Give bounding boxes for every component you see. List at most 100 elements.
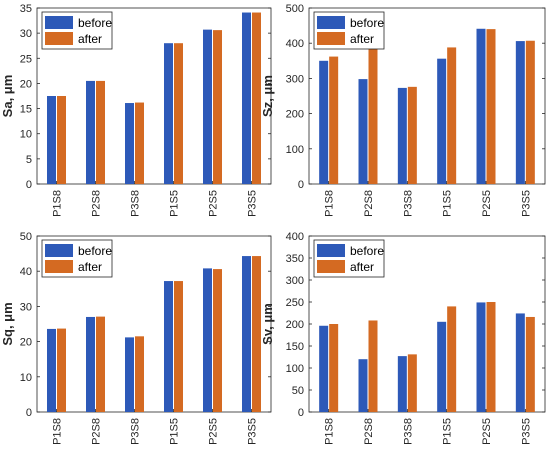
- y-tick-label: 250: [286, 297, 304, 309]
- legend-swatch-after: [317, 32, 345, 45]
- x-tick-label: P3S8: [130, 418, 142, 445]
- bar-after-P3S8: [407, 86, 417, 184]
- y-axis-label: Sv, μm: [260, 303, 275, 345]
- x-tick-label: P3S8: [402, 190, 414, 217]
- x-tick-label: P1S5: [442, 418, 454, 445]
- bar-after-P2S5: [213, 269, 222, 412]
- bar-before-P1S5: [437, 58, 447, 184]
- x-tick-label: P1S8: [324, 190, 336, 217]
- bar-before-P1S8: [319, 325, 329, 412]
- bar-before-P3S5: [242, 12, 251, 185]
- chart-panel-2: 0 100 200 300 400 500 Sz, μm P1S8 P2S8 P3S8 P1S5 P2…: [260, 3, 546, 217]
- bar-after-P3S8: [135, 336, 144, 412]
- y-tick-label: 40: [20, 266, 32, 278]
- legend-label-after: after: [78, 32, 102, 46]
- y-tick-label: 15: [20, 104, 32, 116]
- bar-before-P2S5: [203, 268, 212, 412]
- bar-before-P3S5: [242, 256, 251, 412]
- legend-swatch-after: [45, 260, 73, 273]
- bar-after-P2S5: [486, 29, 496, 185]
- bar-after-P1S5: [174, 43, 183, 185]
- x-tick-label: P2S5: [481, 190, 493, 217]
- bar-before-P1S8: [47, 328, 56, 412]
- y-axis-label: Sq, μm: [0, 302, 15, 345]
- bar-after-P1S8: [329, 56, 339, 184]
- legend: before after: [41, 11, 113, 50]
- chart-panel-1: 0 5 10 15 20 25 30 35 Sa, μm P1S8 P2S8 P3S8 P1S5 P2S5…: [0, 3, 272, 217]
- chart-panel-3: 0 10 20 30 40 50 Sq, μm P1S8 P2S8 P3S8 P1S5 P2S5 P3S…: [0, 231, 272, 445]
- legend: before after: [313, 239, 385, 278]
- bar-after-P3S8: [135, 102, 144, 184]
- bar-before-P3S8: [125, 337, 134, 412]
- bar-before-P2S5: [476, 28, 486, 184]
- bar-after-P2S8: [368, 320, 378, 412]
- bar-after-P1S8: [57, 328, 66, 412]
- bar-before-P2S5: [476, 302, 486, 412]
- y-tick-label: 400: [286, 231, 304, 243]
- legend-label-before: before: [350, 244, 384, 258]
- bar-after-P2S8: [96, 316, 105, 412]
- x-tick-label: P3S5: [520, 190, 532, 217]
- x-tick-label: P2S8: [363, 190, 375, 217]
- bar-before-P1S5: [437, 321, 447, 412]
- legend-label-before: before: [350, 16, 384, 30]
- y-tick-label: 400: [286, 38, 304, 50]
- y-tick-label: 150: [286, 341, 304, 353]
- bar-before-P3S8: [397, 87, 407, 184]
- bar-before-P2S8: [86, 316, 95, 412]
- y-tick-label: 30: [20, 301, 32, 313]
- legend-label-after: after: [350, 32, 374, 46]
- x-tick-label: P1S5: [169, 418, 181, 445]
- x-tick-label: P3S5: [247, 418, 259, 445]
- x-tick-label: P2S5: [208, 190, 220, 217]
- bar-before-P3S8: [397, 356, 407, 412]
- legend-swatch-after: [45, 32, 73, 45]
- y-tick-label: 0: [298, 179, 304, 191]
- bar-before-P1S5: [164, 281, 173, 412]
- legend-swatch-before: [317, 16, 345, 29]
- y-tick-label: 0: [26, 179, 32, 191]
- y-tick-label: 100: [286, 363, 304, 375]
- y-tick-label: 200: [286, 109, 304, 121]
- x-tick-label: P1S8: [324, 418, 336, 445]
- bar-after-P1S5: [447, 47, 457, 185]
- y-tick-label: 200: [286, 319, 304, 331]
- x-tick-label: P1S8: [52, 190, 64, 217]
- bar-before-P2S5: [203, 29, 212, 184]
- legend-label-before: before: [78, 244, 112, 258]
- legend-label-after: after: [350, 260, 374, 274]
- y-tick-label: 5: [26, 154, 32, 166]
- y-tick-label: 50: [292, 385, 304, 397]
- y-tick-label: 500: [286, 3, 304, 15]
- bar-after-P3S5: [252, 256, 261, 412]
- bar-before-P2S8: [358, 79, 368, 184]
- bar-before-P2S8: [358, 359, 368, 412]
- y-tick-label: 0: [26, 407, 32, 419]
- bar-before-P3S5: [515, 313, 525, 412]
- y-tick-label: 25: [20, 53, 32, 65]
- y-tick-label: 50: [20, 231, 32, 243]
- y-tick-label: 300: [286, 73, 304, 85]
- y-axis-label: Sz, μm: [260, 75, 275, 117]
- y-tick-label: 0: [298, 407, 304, 419]
- y-tick-label: 300: [286, 275, 304, 287]
- bar-before-P1S5: [164, 43, 173, 185]
- legend-swatch-before: [45, 16, 73, 29]
- y-tick-label: 350: [286, 253, 304, 265]
- legend-swatch-before: [317, 244, 345, 257]
- legend-swatch-before: [45, 244, 73, 257]
- x-tick-label: P2S8: [91, 190, 103, 217]
- legend-label-after: after: [78, 260, 102, 274]
- x-tick-label: P2S8: [363, 418, 375, 445]
- bar-after-P3S8: [407, 354, 417, 412]
- bar-after-P2S5: [486, 302, 496, 412]
- bar-after-P3S5: [252, 12, 261, 185]
- legend-swatch-after: [317, 260, 345, 273]
- x-tick-label: P1S8: [52, 418, 64, 445]
- legend: before after: [313, 11, 385, 50]
- x-tick-label: P1S5: [442, 190, 454, 217]
- bar-after-P2S5: [213, 30, 222, 184]
- bar-before-P1S8: [47, 96, 56, 184]
- y-tick-label: 20: [20, 337, 32, 349]
